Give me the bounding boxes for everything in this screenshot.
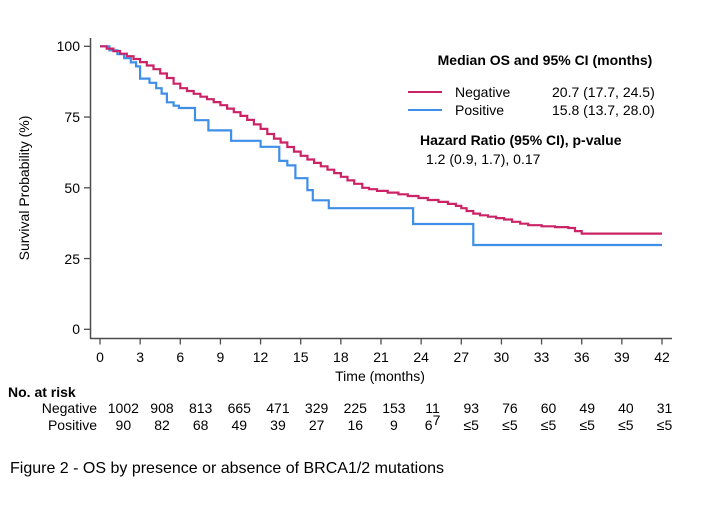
x-tick-label: 36 (573, 349, 590, 365)
risk-count: 67 (424, 412, 441, 433)
risk-row-label: Positive (47, 417, 97, 433)
x-tick-label: 27 (453, 349, 470, 365)
x-tick-label: 30 (493, 349, 510, 365)
risk-count: ≤5 (540, 417, 557, 433)
risk-count: ≤5 (656, 417, 673, 433)
legend-series-value: 20.7 (17.7, 24.5) (552, 84, 655, 100)
risk-count: 16 (347, 417, 364, 433)
risk-count: 76 (502, 400, 518, 416)
risk-count: 1002 (107, 400, 139, 416)
risk-count: 908 (150, 400, 174, 416)
risk-count: 813 (188, 400, 213, 416)
legend-series-name: Negative (455, 84, 511, 100)
x-tick-label: 18 (333, 349, 349, 365)
x-tick-label: 21 (373, 349, 389, 365)
y-tick-label: 0 (72, 321, 80, 338)
risk-count: 90 (115, 417, 132, 433)
legend-row-positive: Positive 15.8 (13.7, 28.0) (405, 102, 685, 119)
y-tick-label: 100 (56, 38, 80, 55)
positive-line-swatch-icon (408, 109, 442, 111)
legend-row-negative: Negative 20.7 (17.7, 24.5) (405, 84, 685, 101)
risk-count: ≤5 (463, 417, 479, 433)
legend-series-name: Positive (455, 102, 505, 118)
x-tick-label: 15 (292, 349, 309, 365)
risk-count: 27 (308, 417, 325, 433)
risk-count: 471 (266, 400, 290, 416)
risk-count: ≤5 (618, 417, 634, 433)
x-tick-label: 0 (96, 349, 104, 365)
risk-count: 40 (618, 400, 634, 416)
risk-count: 225 (343, 400, 367, 416)
hazard-ratio-heading: Hazard Ratio (95% CI), p-value (420, 132, 622, 148)
risk-count: 82 (154, 417, 170, 433)
km-curve-positive (100, 45, 662, 247)
risk-count: 93 (463, 400, 480, 416)
risk-count-raised-digit: 7 (432, 412, 441, 428)
x-axis-title: Time (months) (335, 368, 425, 384)
x-tick-label: 24 (413, 349, 429, 365)
y-tick-label: 25 (64, 250, 80, 267)
km-plot-canvas (84, 38, 672, 345)
y-axis-title: Survival Probability (%) (16, 115, 32, 261)
risk-table-heading: No. at risk (8, 384, 76, 400)
legend-series-value: 15.8 (13.7, 28.0) (552, 102, 655, 118)
risk-row-label: Negative (41, 400, 97, 416)
risk-count: 153 (382, 400, 406, 416)
x-tick-label: 6 (176, 349, 185, 365)
x-tick-label: 33 (533, 349, 550, 365)
risk-count: ≤5 (579, 417, 595, 433)
risk-count: 9 (390, 417, 398, 433)
x-tick-label: 9 (216, 349, 225, 365)
figure-caption: Figure 2 - OS by presence or absence of … (10, 460, 444, 477)
x-tick-label: 12 (252, 349, 269, 365)
y-tick-label: 75 (64, 109, 80, 126)
negative-line-swatch-icon (408, 91, 442, 93)
legend-heading: Median OS and 95% CI (months) (437, 52, 653, 68)
risk-count: 11 (425, 400, 440, 416)
x-tick-label: 3 (136, 349, 145, 365)
risk-count: 31 (656, 400, 673, 416)
y-tick-label: 50 (64, 179, 80, 196)
risk-count: 665 (227, 400, 251, 416)
risk-count: 60 (540, 400, 557, 416)
x-tick-label: 42 (654, 349, 670, 365)
risk-count: 49 (231, 417, 248, 433)
risk-row-negative: Negative 1002 908 813 665 471 329 225 153 11 93 76… (0, 400, 704, 416)
x-tick-label: 39 (614, 349, 630, 365)
risk-row-values: 90 82 68 49 39 27 16 9 67 ≤5 ≤5 ≤5 ≤5 ≤5 ≤5 (104, 412, 684, 433)
hazard-ratio-value: 1.2 (0.9, 1.7), 0.17 (426, 151, 541, 167)
risk-row-positive: Positive 90 82 68 49 39 27 16 9 67 ≤5 ≤5 ≤5 ≤5 ≤5 ≤5 (0, 412, 704, 433)
km-curve-negative (100, 45, 662, 235)
risk-count: 68 (192, 417, 209, 433)
risk-count: 39 (270, 417, 286, 433)
risk-count: 49 (579, 400, 595, 416)
risk-count: 329 (304, 400, 329, 416)
risk-count: ≤5 (502, 417, 518, 433)
risk-row-values: 1002 908 813 665 471 329 225 153 11 93 76 60 49 40 31 (104, 400, 684, 416)
